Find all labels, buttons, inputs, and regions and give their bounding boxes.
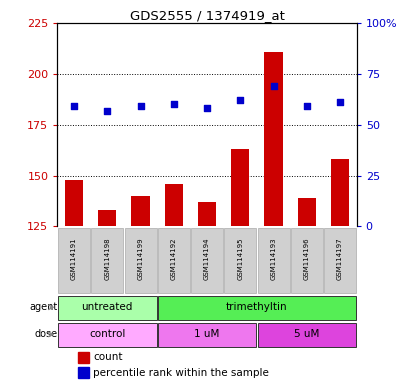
Text: GSM114197: GSM114197 bbox=[336, 238, 342, 280]
Bar bbox=[324, 228, 355, 293]
Point bbox=[104, 108, 110, 114]
Bar bbox=[198, 202, 216, 227]
Bar bbox=[297, 198, 315, 227]
Text: GSM114199: GSM114199 bbox=[137, 238, 143, 280]
Text: GSM114195: GSM114195 bbox=[237, 238, 243, 280]
Bar bbox=[58, 323, 156, 347]
Text: 1 uM: 1 uM bbox=[194, 329, 219, 339]
Text: count: count bbox=[93, 353, 123, 362]
Bar bbox=[58, 296, 156, 320]
Text: GSM114193: GSM114193 bbox=[270, 238, 276, 280]
Bar bbox=[91, 228, 123, 293]
Bar bbox=[191, 228, 222, 293]
Bar bbox=[257, 323, 355, 347]
Text: 5 uM: 5 uM bbox=[293, 329, 319, 339]
Bar bbox=[330, 159, 348, 227]
Text: untreated: untreated bbox=[81, 302, 133, 312]
Point bbox=[303, 103, 309, 109]
Text: GSM114194: GSM114194 bbox=[204, 238, 209, 280]
Bar bbox=[78, 367, 89, 378]
Text: GSM114198: GSM114198 bbox=[104, 238, 110, 280]
Text: agent: agent bbox=[29, 302, 57, 312]
Bar bbox=[224, 228, 256, 293]
Point bbox=[170, 101, 177, 108]
Text: percentile rank within the sample: percentile rank within the sample bbox=[93, 367, 269, 377]
Title: GDS2555 / 1374919_at: GDS2555 / 1374919_at bbox=[129, 9, 284, 22]
Bar bbox=[157, 296, 355, 320]
Point bbox=[71, 103, 77, 109]
Bar bbox=[157, 323, 256, 347]
Bar bbox=[164, 184, 182, 227]
Bar bbox=[124, 228, 156, 293]
Point bbox=[203, 105, 210, 111]
Point bbox=[137, 103, 144, 109]
Text: GSM114192: GSM114192 bbox=[171, 238, 176, 280]
Point bbox=[270, 83, 276, 89]
Bar bbox=[65, 180, 83, 227]
Bar bbox=[264, 51, 282, 227]
Text: GSM114191: GSM114191 bbox=[71, 238, 77, 280]
Text: control: control bbox=[89, 329, 125, 339]
Text: dose: dose bbox=[34, 329, 57, 339]
Bar bbox=[58, 228, 90, 293]
Point bbox=[336, 99, 342, 106]
Bar bbox=[78, 352, 89, 363]
Text: GSM114196: GSM114196 bbox=[303, 238, 309, 280]
Bar bbox=[131, 196, 149, 227]
Point bbox=[236, 97, 243, 103]
Bar bbox=[98, 210, 116, 227]
Text: trimethyltin: trimethyltin bbox=[226, 302, 287, 312]
Bar bbox=[257, 228, 289, 293]
Bar bbox=[157, 228, 189, 293]
Bar bbox=[231, 149, 249, 227]
Bar bbox=[290, 228, 322, 293]
